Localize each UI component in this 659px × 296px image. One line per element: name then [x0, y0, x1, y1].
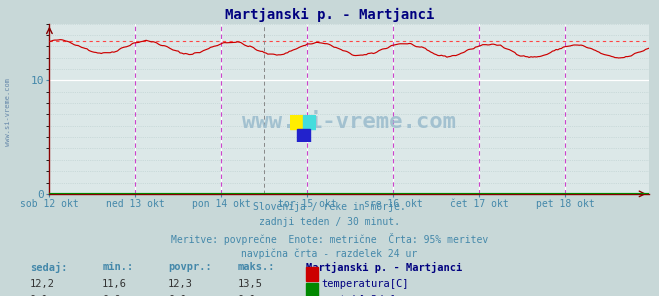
- Text: www.si-vreme.com: www.si-vreme.com: [243, 112, 456, 132]
- Text: zadnji teden / 30 minut.: zadnji teden / 30 minut.: [259, 217, 400, 227]
- Text: 13,5: 13,5: [237, 279, 262, 289]
- Text: maks.:: maks.:: [237, 262, 275, 272]
- Text: 0,1: 0,1: [168, 295, 186, 296]
- Text: Martjanski p. - Martjanci: Martjanski p. - Martjanci: [225, 7, 434, 22]
- Text: povpr.:: povpr.:: [168, 262, 212, 272]
- Text: min.:: min.:: [102, 262, 133, 272]
- Text: 0,1: 0,1: [30, 295, 48, 296]
- Text: Meritve: povprečne  Enote: metrične  Črta: 95% meritev: Meritve: povprečne Enote: metrične Črta:…: [171, 233, 488, 245]
- Text: pretok[m3/s]: pretok[m3/s]: [321, 295, 396, 296]
- Text: 11,6: 11,6: [102, 279, 127, 289]
- Text: Martjanski p. - Martjanci: Martjanski p. - Martjanci: [306, 262, 463, 273]
- Text: 0,1: 0,1: [237, 295, 256, 296]
- Text: navpična črta - razdelek 24 ur: navpična črta - razdelek 24 ur: [241, 248, 418, 258]
- Text: www.si-vreme.com: www.si-vreme.com: [5, 78, 11, 147]
- Text: 12,3: 12,3: [168, 279, 193, 289]
- Text: 12,2: 12,2: [30, 279, 55, 289]
- Text: sedaj:: sedaj:: [30, 262, 67, 273]
- Text: temperatura[C]: temperatura[C]: [321, 279, 409, 289]
- Bar: [290, 115, 303, 129]
- Text: Slovenija / reke in morje.: Slovenija / reke in morje.: [253, 202, 406, 212]
- Bar: [297, 129, 310, 142]
- Text: 0,0: 0,0: [102, 295, 121, 296]
- Bar: [303, 115, 316, 129]
